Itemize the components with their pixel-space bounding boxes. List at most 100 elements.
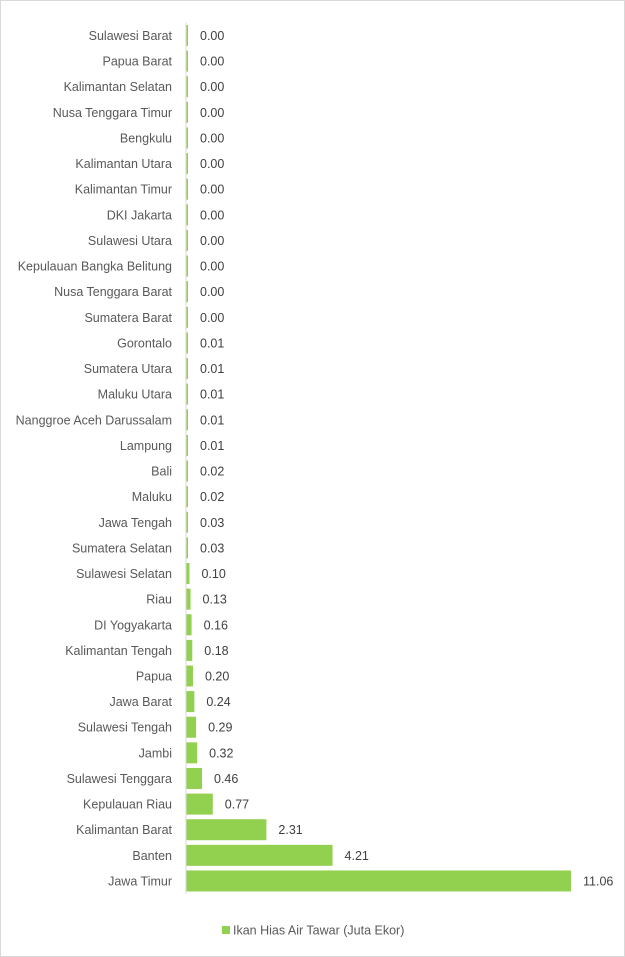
value-label-12: 0.01 — [200, 336, 224, 350]
bar-14 — [186, 383, 188, 405]
bar-18 — [186, 486, 188, 508]
value-label-9: 0.00 — [200, 260, 224, 274]
value-label-6: 0.00 — [200, 183, 224, 197]
bar-29 — [186, 767, 203, 789]
value-label-0: 0.00 — [200, 29, 224, 43]
value-label-29: 0.46 — [214, 772, 238, 786]
bar-6 — [186, 178, 188, 200]
bar-32 — [186, 844, 333, 866]
value-label-22: 0.13 — [203, 593, 227, 607]
category-label-32: Banten — [132, 849, 172, 863]
bar-19 — [186, 511, 188, 533]
value-label-19: 0.03 — [200, 516, 224, 530]
category-label-19: Jawa Tengah — [99, 516, 172, 530]
bar-11 — [186, 306, 188, 328]
bar-12 — [186, 332, 188, 354]
value-label-32: 4.21 — [345, 849, 369, 863]
bar-13 — [186, 358, 188, 380]
bar-5 — [186, 153, 188, 175]
value-label-14: 0.01 — [200, 388, 224, 402]
bar-25 — [186, 665, 193, 687]
category-label-12: Gorontalo — [117, 336, 172, 350]
category-label-21: Sulawesi Selatan — [76, 567, 172, 581]
bar-24 — [186, 639, 193, 661]
category-label-9: Kepulauan Bangka Belitung — [18, 260, 172, 274]
category-label-16: Lampung — [120, 439, 172, 453]
bar-8 — [186, 229, 188, 251]
category-label-15: Nanggroe Aceh Darussalam — [16, 413, 172, 427]
category-label-24: Kalimantan Tengah — [65, 644, 172, 658]
value-label-16: 0.01 — [200, 439, 224, 453]
category-label-4: Bengkulu — [120, 131, 172, 145]
value-labels-group: 0.00 0.00 0.00 0.00 0.00 0.00 0.00 0.00 0.00 0.00… — [200, 29, 613, 888]
bar-21 — [186, 563, 190, 585]
category-label-18: Maluku — [132, 490, 172, 504]
value-label-8: 0.00 — [200, 234, 224, 248]
bar-30 — [186, 793, 213, 815]
value-label-11: 0.00 — [200, 311, 224, 325]
bar-26 — [186, 691, 195, 713]
category-label-3: Nusa Tenggara Timur — [53, 106, 172, 120]
legend: Ikan Hias Air Tawar (Juta Ekor) — [222, 924, 404, 938]
category-label-5: Kalimantan Utara — [75, 157, 172, 171]
category-label-7: DKI Jakarta — [107, 208, 172, 222]
category-label-20: Sumatera Selatan — [72, 541, 172, 555]
category-label-1: Papua Barat — [103, 55, 173, 69]
bars-group — [186, 25, 571, 892]
bar-4 — [186, 127, 188, 149]
category-label-17: Bali — [151, 465, 172, 479]
bar-10 — [186, 281, 188, 303]
category-label-2: Kalimantan Selatan — [64, 80, 172, 94]
value-label-21: 0.10 — [201, 567, 225, 581]
bar-9 — [186, 255, 188, 277]
category-label-6: Kalimantan Timur — [75, 183, 172, 197]
value-label-25: 0.20 — [205, 670, 229, 684]
category-label-30: Kepulauan Riau — [83, 798, 172, 812]
category-label-31: Kalimantan Barat — [76, 823, 172, 837]
bar-28 — [186, 742, 198, 764]
bar-1 — [186, 50, 188, 72]
bar-22 — [186, 588, 191, 610]
value-label-1: 0.00 — [200, 55, 224, 69]
bar-20 — [186, 537, 188, 559]
value-label-3: 0.00 — [200, 106, 224, 120]
category-label-26: Jawa Barat — [109, 695, 172, 709]
value-label-4: 0.00 — [200, 131, 224, 145]
category-label-29: Sulawesi Tenggara — [67, 772, 172, 786]
value-label-5: 0.00 — [200, 157, 224, 171]
bar-7 — [186, 204, 188, 226]
bar-17 — [186, 460, 188, 482]
category-label-11: Sumatera Barat — [84, 311, 172, 325]
legend-swatch — [222, 926, 230, 934]
bar-15 — [186, 409, 188, 431]
bar-33 — [186, 870, 571, 892]
value-label-18: 0.02 — [200, 490, 224, 504]
category-label-0: Sulawesi Barat — [89, 29, 173, 43]
value-label-20: 0.03 — [200, 541, 224, 555]
category-label-27: Sulawesi Tengah — [78, 721, 172, 735]
value-label-31: 2.31 — [278, 823, 302, 837]
category-label-22: Riau — [146, 593, 172, 607]
bar-3 — [186, 101, 188, 123]
value-label-26: 0.24 — [206, 695, 230, 709]
value-label-10: 0.00 — [200, 285, 224, 299]
category-label-10: Nusa Tenggara Barat — [54, 285, 172, 299]
value-label-17: 0.02 — [200, 465, 224, 479]
bar-31 — [186, 819, 267, 841]
category-label-28: Jambi — [139, 746, 172, 760]
value-label-15: 0.01 — [200, 413, 224, 427]
category-labels-group: Sulawesi Barat Papua Barat Kalimantan Sela… — [16, 29, 173, 888]
bar-27 — [186, 716, 197, 738]
category-label-23: DI Yogyakarta — [94, 618, 172, 632]
category-label-8: Sulawesi Utara — [88, 234, 172, 248]
value-label-23: 0.16 — [204, 618, 228, 632]
value-label-28: 0.32 — [209, 746, 233, 760]
value-label-2: 0.00 — [200, 80, 224, 94]
value-label-33: 11.06 — [583, 874, 613, 888]
value-label-30: 0.77 — [225, 798, 249, 812]
bar-2 — [186, 76, 188, 98]
bar-0 — [186, 25, 188, 46]
value-label-24: 0.18 — [204, 644, 228, 658]
